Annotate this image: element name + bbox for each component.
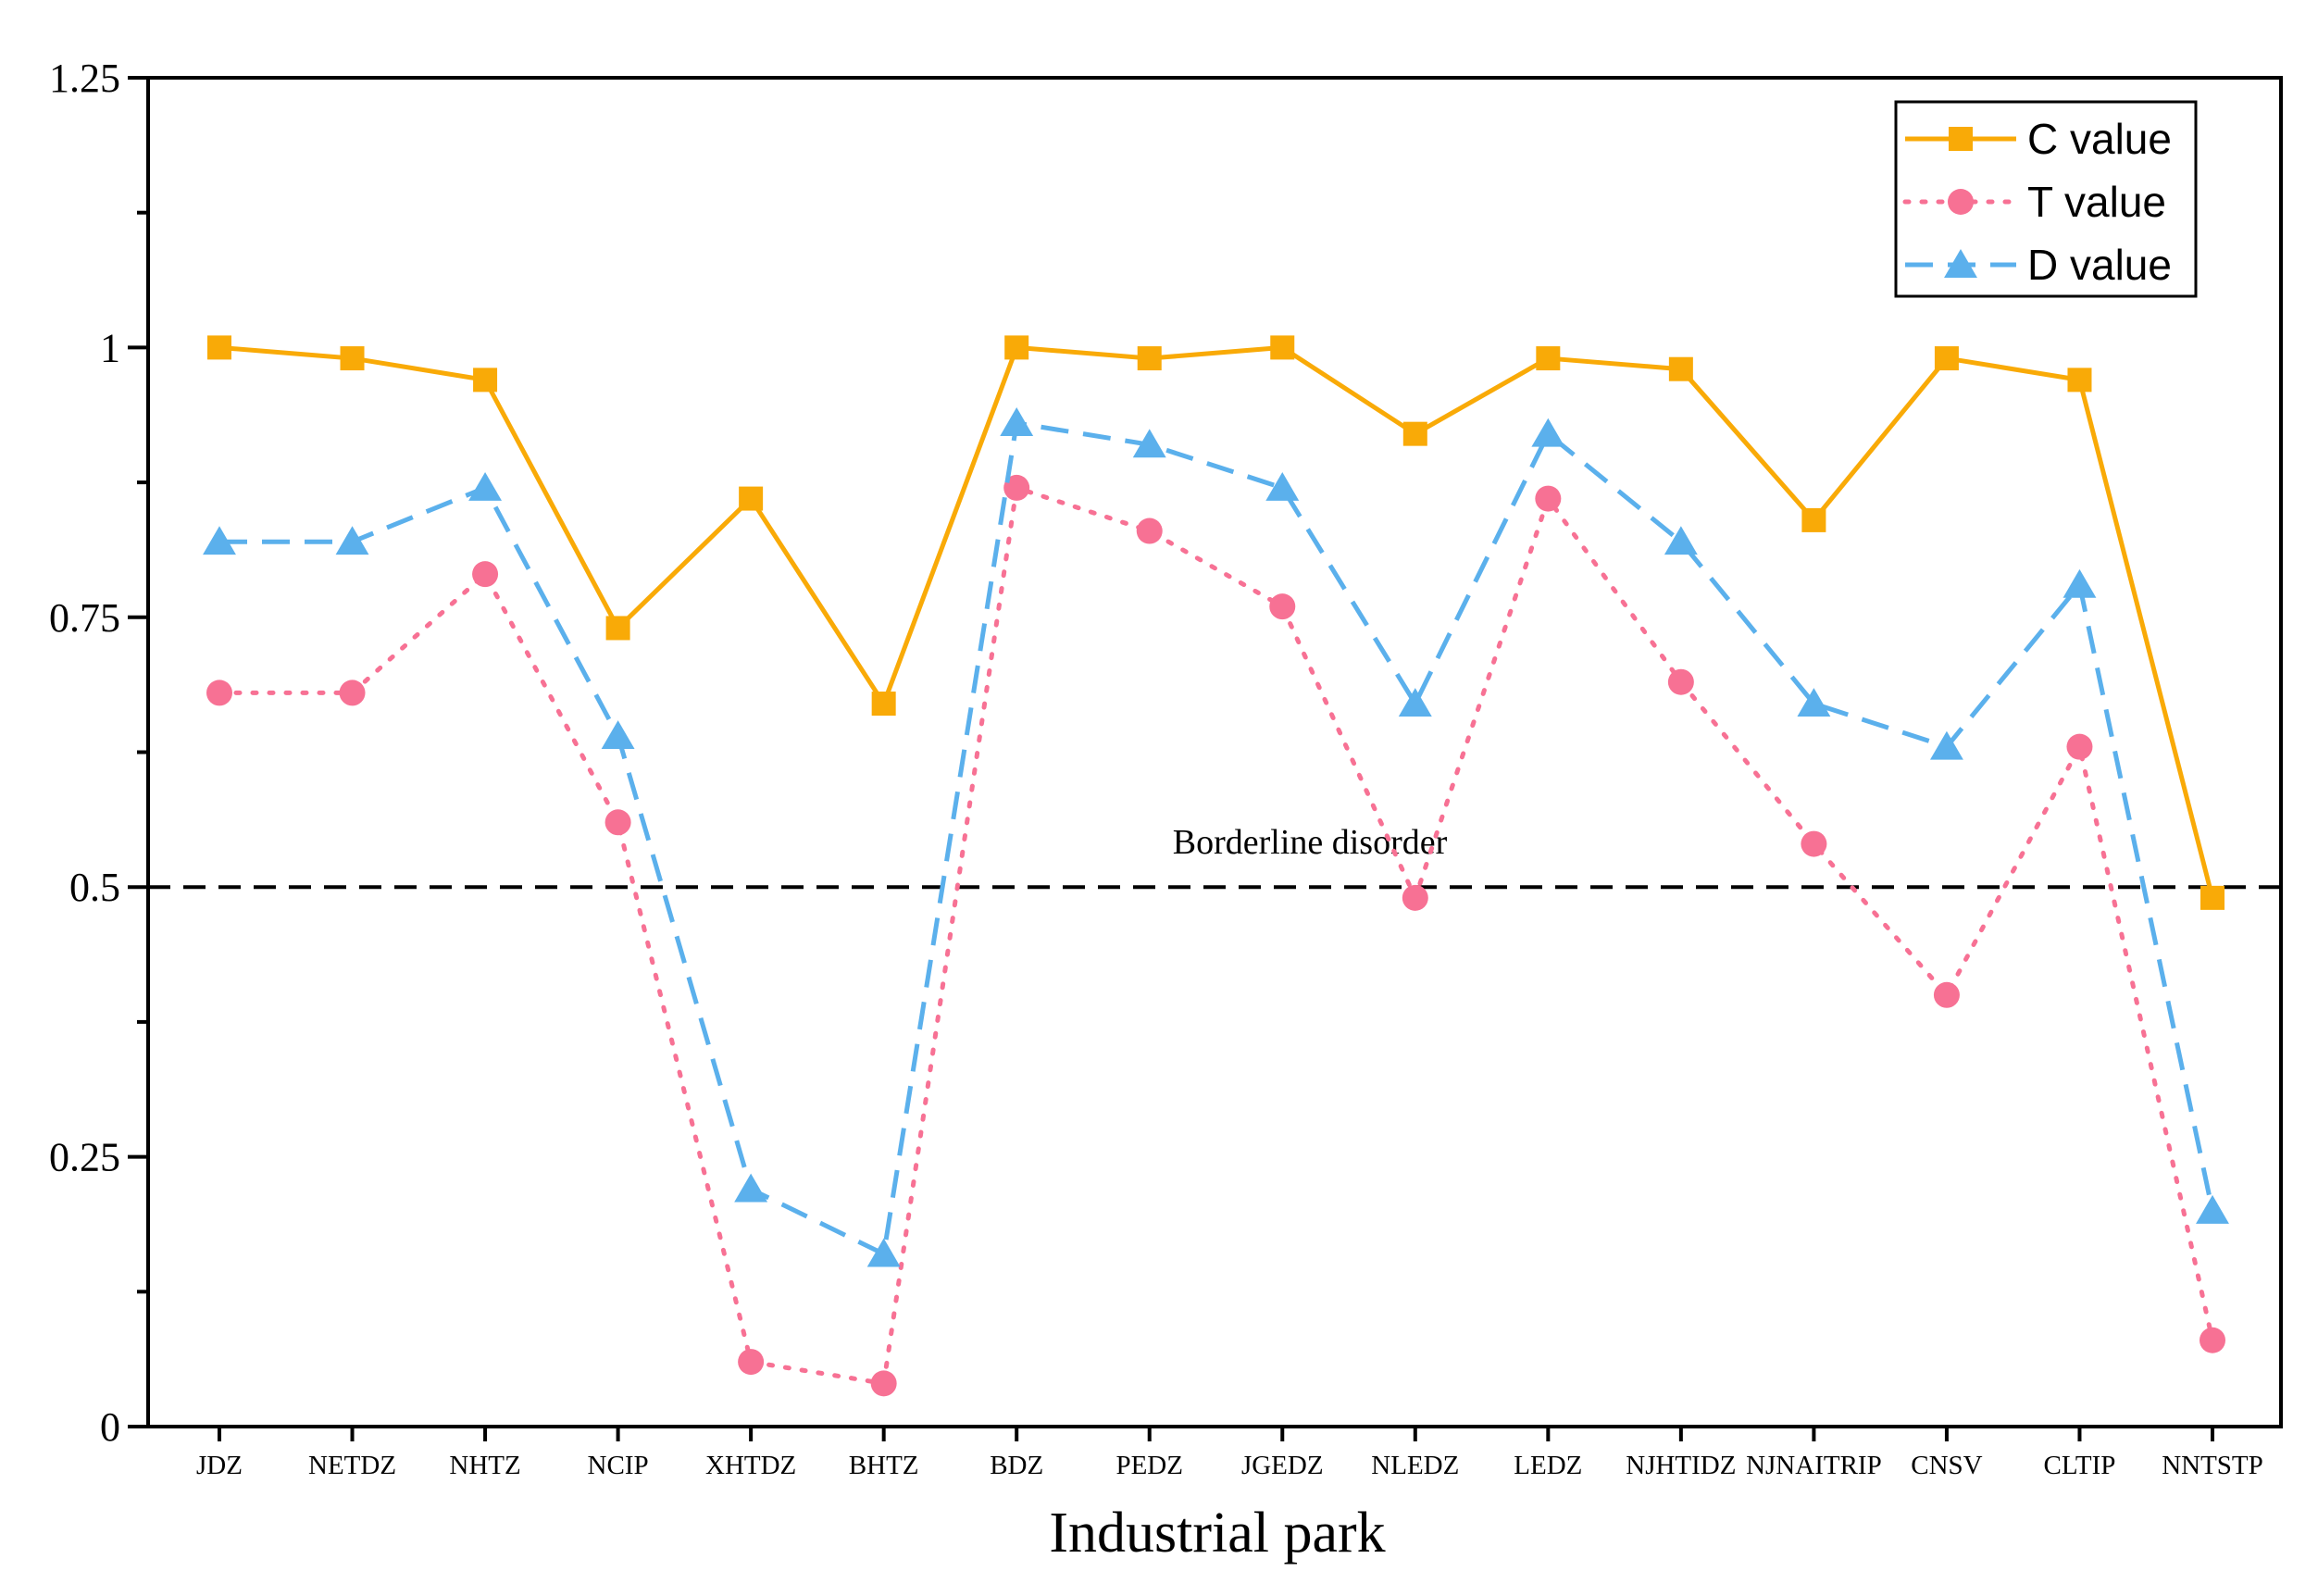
x-tick-label-netdz: NETDZ bbox=[308, 1451, 396, 1480]
x-tick-label-bhtz: BHTZ bbox=[849, 1451, 919, 1480]
legend-marker-c-value bbox=[1949, 127, 1973, 151]
point-t-value-cnsv bbox=[1933, 981, 1960, 1008]
point-t-value-jgedz bbox=[1269, 593, 1296, 620]
point-c-value-cnsv bbox=[1934, 346, 1959, 371]
reference-line-label: Borderline disorder bbox=[1173, 823, 1448, 862]
point-c-value-cltip bbox=[2067, 368, 2092, 393]
x-tick-label-njnaitrip: NJNAITRIP bbox=[1746, 1451, 1882, 1480]
point-t-value-pedz bbox=[1136, 517, 1163, 544]
point-c-value-nledz bbox=[1402, 421, 1427, 446]
legend-box bbox=[1894, 100, 2198, 298]
y-tick-label-5: 1.25 bbox=[49, 56, 120, 101]
point-d-value-jdz bbox=[203, 526, 236, 555]
x-tick-label-nhtz: NHTZ bbox=[449, 1451, 520, 1480]
point-d-value-ledz bbox=[1531, 418, 1565, 447]
point-d-value-nntstp bbox=[2196, 1194, 2229, 1224]
y-tick-label-4: 1 bbox=[100, 325, 120, 370]
point-t-value-nhtz bbox=[472, 561, 499, 588]
point-c-value-bhtz bbox=[871, 692, 896, 717]
point-d-value-netdz bbox=[335, 526, 369, 555]
reference-layer: Borderline disorder bbox=[148, 823, 2281, 890]
point-c-value-njnaitrip bbox=[1801, 507, 1826, 532]
axis-layer: 0 0.25 0.5 0.75 1 1.25 JDZ NETDZ NHTZ NCIP XHTDZ BH… bbox=[49, 56, 2263, 1480]
point-d-value-ncip bbox=[601, 720, 635, 749]
point-c-value-jdz bbox=[207, 335, 231, 360]
point-d-value-nhtz bbox=[468, 471, 503, 501]
point-d-value-xhtdz bbox=[734, 1173, 768, 1203]
legend-marker-t-value bbox=[1948, 189, 1974, 215]
point-t-value-njnaitrip bbox=[1801, 830, 1827, 857]
point-t-value-ledz bbox=[1535, 485, 1562, 512]
series-line-c-value bbox=[218, 344, 2215, 899]
point-c-value-jgedz bbox=[1270, 335, 1295, 360]
point-d-value-njnaitrip bbox=[1797, 688, 1831, 717]
x-tick-label-pedz: PEDZ bbox=[1115, 1451, 1183, 1480]
point-c-value-njhtidz bbox=[1668, 356, 1693, 381]
legend-marker-d-value bbox=[1944, 249, 1977, 278]
series-layer bbox=[203, 335, 2229, 1397]
x-tick-label-jdz: JDZ bbox=[196, 1451, 243, 1480]
point-c-value-nhtz bbox=[473, 368, 498, 393]
x-tick-label-njhtidz: NJHTIDZ bbox=[1626, 1451, 1736, 1480]
point-d-value-jgedz bbox=[1265, 471, 1300, 501]
series-line-d-value bbox=[219, 420, 2215, 1257]
y-tick-label-1: 0.25 bbox=[49, 1135, 120, 1180]
x-tick-label-cnsv: CNSV bbox=[1911, 1451, 1982, 1480]
point-c-value-pedz bbox=[1137, 346, 1162, 371]
x-tick-label-bdz: BDZ bbox=[990, 1451, 1043, 1480]
point-d-value-bhtz bbox=[866, 1238, 901, 1267]
point-t-value-njhtidz bbox=[1667, 668, 1694, 695]
point-t-value-jdz bbox=[206, 680, 232, 706]
point-t-value-ncip bbox=[604, 809, 631, 836]
y-tick-label-2: 0.5 bbox=[69, 865, 120, 910]
point-c-value-bdz bbox=[1004, 335, 1029, 360]
point-d-value-cnsv bbox=[1929, 730, 1963, 760]
series-d-value bbox=[203, 407, 2229, 1267]
point-c-value-ledz bbox=[1536, 346, 1561, 371]
point-d-value-nledz bbox=[1398, 688, 1432, 717]
point-t-value-nledz bbox=[1402, 884, 1428, 911]
legend: C value T value D value bbox=[1894, 100, 2198, 298]
x-tick-label-xhtdz: XHTDZ bbox=[705, 1451, 796, 1480]
point-d-value-cltip bbox=[2063, 568, 2097, 598]
point-c-value-nntstp bbox=[2200, 885, 2225, 910]
point-c-value-ncip bbox=[605, 616, 630, 641]
point-t-value-cltip bbox=[2066, 733, 2093, 760]
point-c-value-netdz bbox=[340, 346, 365, 371]
series-line-t-value bbox=[217, 485, 2215, 1386]
y-tick-label-3: 0.75 bbox=[49, 595, 120, 641]
legend-label-t-value: T value bbox=[2027, 178, 2166, 226]
x-axis-title: Industrial park bbox=[1049, 1502, 1385, 1565]
series-c-value bbox=[207, 335, 2225, 910]
x-tick-label-jgedz: JGEDZ bbox=[1241, 1451, 1324, 1480]
point-d-value-njhtidz bbox=[1664, 526, 1698, 555]
x-tick-label-cltip: CLTIP bbox=[2044, 1451, 2116, 1480]
point-t-value-bhtz bbox=[870, 1370, 897, 1397]
legend-label-d-value: D value bbox=[2027, 241, 2172, 289]
series-t-value bbox=[206, 474, 2225, 1397]
x-tick-label-ncip: NCIP bbox=[588, 1451, 649, 1480]
x-tick-label-ledz: LEDZ bbox=[1514, 1451, 1582, 1480]
y-tick-label-0: 0 bbox=[100, 1404, 120, 1450]
legend-label-c-value: C value bbox=[2027, 115, 2172, 163]
point-d-value-pedz bbox=[1132, 429, 1166, 458]
point-d-value-bdz bbox=[1000, 407, 1034, 436]
point-t-value-netdz bbox=[339, 680, 366, 706]
point-t-value-bdz bbox=[1003, 474, 1030, 501]
point-c-value-xhtdz bbox=[739, 486, 764, 511]
x-tick-label-nledz: NLEDZ bbox=[1371, 1451, 1459, 1480]
point-t-value-nntstp bbox=[2200, 1327, 2225, 1353]
x-tick-label-nntstp: NNTSTP bbox=[2162, 1451, 2263, 1480]
point-t-value-xhtdz bbox=[738, 1349, 765, 1376]
